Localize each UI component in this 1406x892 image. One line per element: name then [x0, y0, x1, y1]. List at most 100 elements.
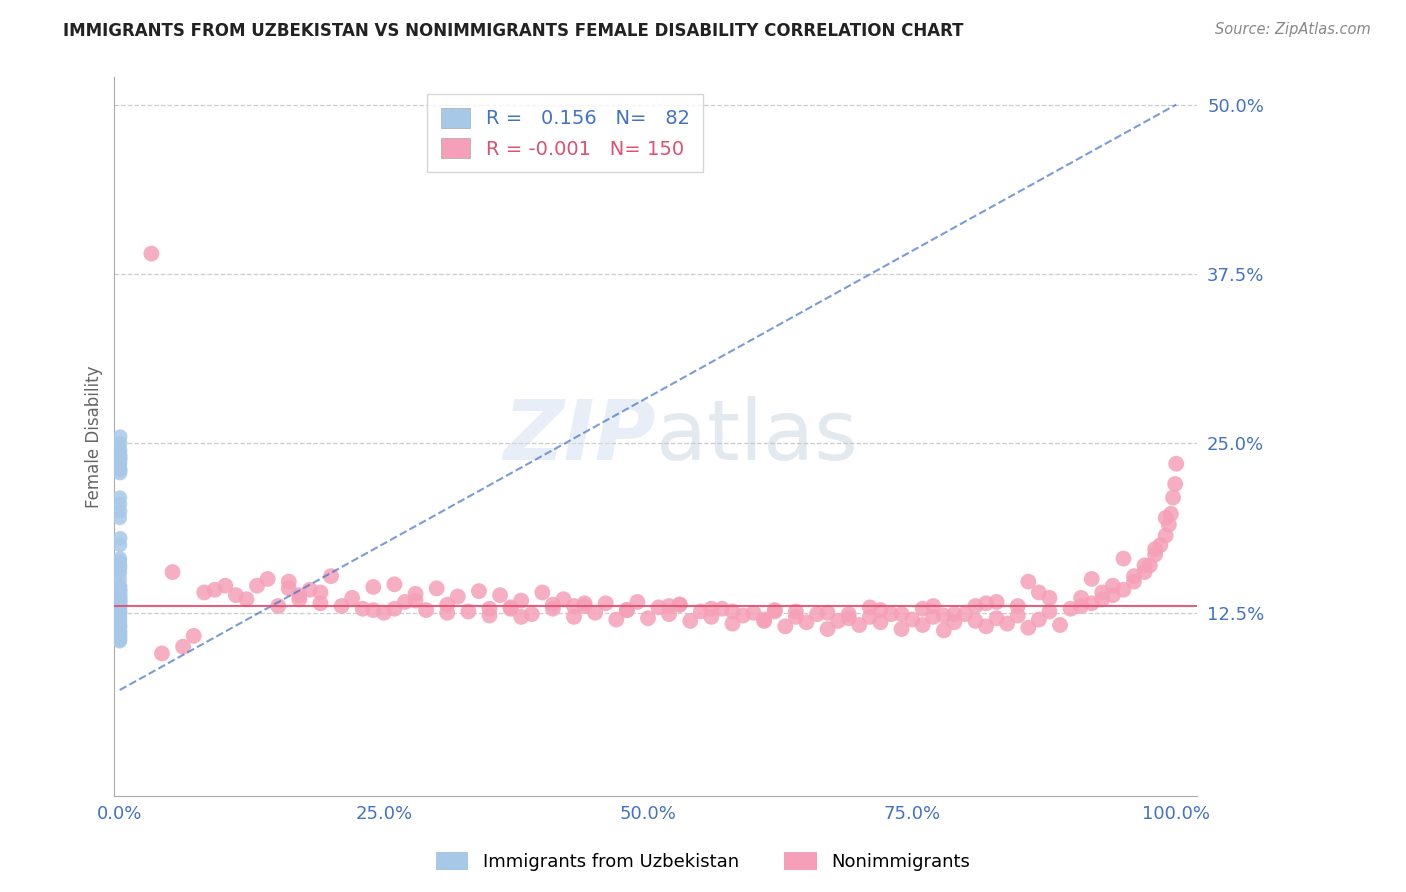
Point [605, 613, 627, 627]
Point [108, 558, 131, 573]
Point [595, 596, 617, 610]
Point [108, 587, 131, 601]
Point [108, 598, 131, 612]
Point [901, 613, 924, 627]
Point [288, 588, 311, 602]
Point [1070, 591, 1092, 605]
Point [436, 598, 458, 612]
Point [108, 630, 131, 644]
Point [108, 554, 131, 568]
Point [340, 591, 363, 605]
Point [108, 603, 131, 617]
Point [110, 531, 132, 545]
Point [995, 616, 1018, 631]
Point [457, 604, 479, 618]
Point [277, 582, 299, 596]
Point [1080, 596, 1102, 610]
Point [1038, 591, 1060, 605]
Point [616, 603, 638, 617]
Point [1160, 507, 1182, 521]
Point [108, 618, 131, 632]
Point [562, 610, 585, 624]
Point [1028, 613, 1050, 627]
Point [108, 572, 131, 586]
Point [108, 588, 131, 602]
Point [108, 606, 131, 620]
Point [108, 592, 131, 607]
Point [838, 611, 860, 625]
Point [1139, 558, 1161, 573]
Point [108, 460, 131, 475]
Point [531, 585, 554, 599]
Point [817, 606, 839, 620]
Point [953, 607, 976, 622]
Point [108, 600, 131, 615]
Point [742, 606, 765, 620]
Point [108, 599, 131, 613]
Point [721, 616, 744, 631]
Point [574, 596, 596, 610]
Point [108, 613, 131, 627]
Point [1101, 588, 1123, 602]
Point [922, 599, 945, 613]
Point [489, 588, 512, 602]
Point [108, 603, 131, 617]
Point [700, 601, 723, 615]
Point [108, 429, 131, 443]
Point [108, 599, 131, 613]
Point [225, 588, 247, 602]
Point [827, 614, 849, 628]
Point [710, 601, 733, 615]
Point [574, 599, 596, 613]
Point [108, 611, 131, 625]
Point [108, 596, 131, 610]
Point [1112, 551, 1135, 566]
Point [108, 538, 131, 552]
Point [859, 600, 882, 615]
Point [890, 622, 912, 636]
Point [838, 607, 860, 622]
Point [352, 601, 374, 615]
Point [309, 585, 332, 599]
Point [911, 601, 934, 615]
Point [108, 592, 131, 607]
Point [108, 603, 131, 617]
Point [1080, 572, 1102, 586]
Point [108, 601, 131, 615]
Point [1038, 604, 1060, 618]
Point [1133, 558, 1156, 573]
Point [108, 632, 131, 647]
Point [108, 587, 131, 601]
Point [108, 606, 131, 620]
Point [108, 593, 131, 607]
Point [204, 582, 226, 597]
Point [108, 610, 131, 624]
Point [1070, 599, 1092, 613]
Point [267, 599, 290, 613]
Legend: Immigrants from Uzbekistan, Nonimmigrants: Immigrants from Uzbekistan, Nonimmigrant… [429, 845, 977, 879]
Point [108, 593, 131, 607]
Point [1112, 582, 1135, 597]
Point [553, 592, 575, 607]
Point [965, 614, 987, 628]
Point [668, 598, 690, 612]
Point [405, 587, 427, 601]
Point [658, 607, 681, 622]
Point [1133, 565, 1156, 579]
Point [108, 582, 131, 597]
Point [541, 601, 564, 615]
Point [848, 618, 870, 632]
Point [1017, 621, 1039, 635]
Point [869, 615, 891, 630]
Point [499, 601, 522, 615]
Point [246, 579, 269, 593]
Point [108, 595, 131, 609]
Point [162, 565, 184, 579]
Point [974, 619, 997, 633]
Point [108, 582, 131, 596]
Point [384, 577, 406, 591]
Point [108, 590, 131, 604]
Point [1007, 608, 1029, 623]
Legend: R =   0.156   N=   82, R = -0.001   N= 150: R = 0.156 N= 82, R = -0.001 N= 150 [427, 95, 703, 172]
Point [943, 607, 966, 622]
